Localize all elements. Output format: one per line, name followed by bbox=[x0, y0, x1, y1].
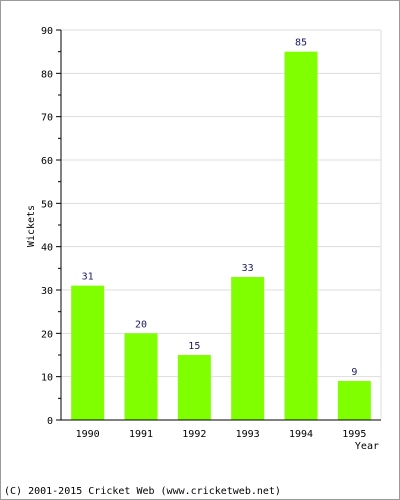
y-tick-label: 70 bbox=[41, 113, 53, 124]
x-tick-label: 1994 bbox=[289, 429, 313, 440]
data-label: 15 bbox=[188, 341, 200, 352]
bar bbox=[124, 333, 158, 420]
bar bbox=[231, 277, 265, 420]
data-label: 9 bbox=[351, 367, 357, 378]
y-tick-label: 20 bbox=[41, 329, 53, 340]
copyright-footer: (C) 2001-2015 Cricket Web (www.cricketwe… bbox=[4, 486, 281, 497]
y-tick-label: 10 bbox=[41, 373, 53, 384]
data-label: 31 bbox=[82, 272, 94, 283]
y-tick-label: 30 bbox=[41, 286, 53, 297]
x-tick-label: 1992 bbox=[182, 429, 206, 440]
grid-lines bbox=[61, 29, 382, 420]
bars bbox=[71, 51, 371, 421]
x-tick-label: 1991 bbox=[129, 429, 153, 440]
bar bbox=[177, 355, 211, 420]
y-tick-label: 0 bbox=[47, 416, 53, 427]
y-tick-label: 60 bbox=[41, 156, 53, 167]
y-tick-label: 90 bbox=[41, 26, 53, 37]
x-tick-label: 1995 bbox=[342, 429, 366, 440]
bar bbox=[71, 285, 105, 420]
y-tick-label: 40 bbox=[41, 243, 53, 254]
bar bbox=[284, 51, 318, 421]
x-tick-label: 1990 bbox=[76, 429, 100, 440]
data-label: 85 bbox=[295, 38, 307, 49]
labels: 0 10 20 30 40 50 60 70 80 90 31 1990 20 1991 15 1992 33 1… bbox=[41, 26, 366, 440]
y-tick-label: 50 bbox=[41, 199, 53, 210]
bar bbox=[337, 381, 371, 420]
x-axis-title: Year bbox=[355, 441, 379, 452]
x-tick-label: 1993 bbox=[236, 429, 260, 440]
y-axis-title: Wickets bbox=[26, 205, 37, 247]
data-label: 33 bbox=[242, 263, 254, 274]
y-tick-label: 80 bbox=[41, 69, 53, 80]
axes bbox=[56, 29, 381, 421]
data-label: 20 bbox=[135, 319, 147, 330]
